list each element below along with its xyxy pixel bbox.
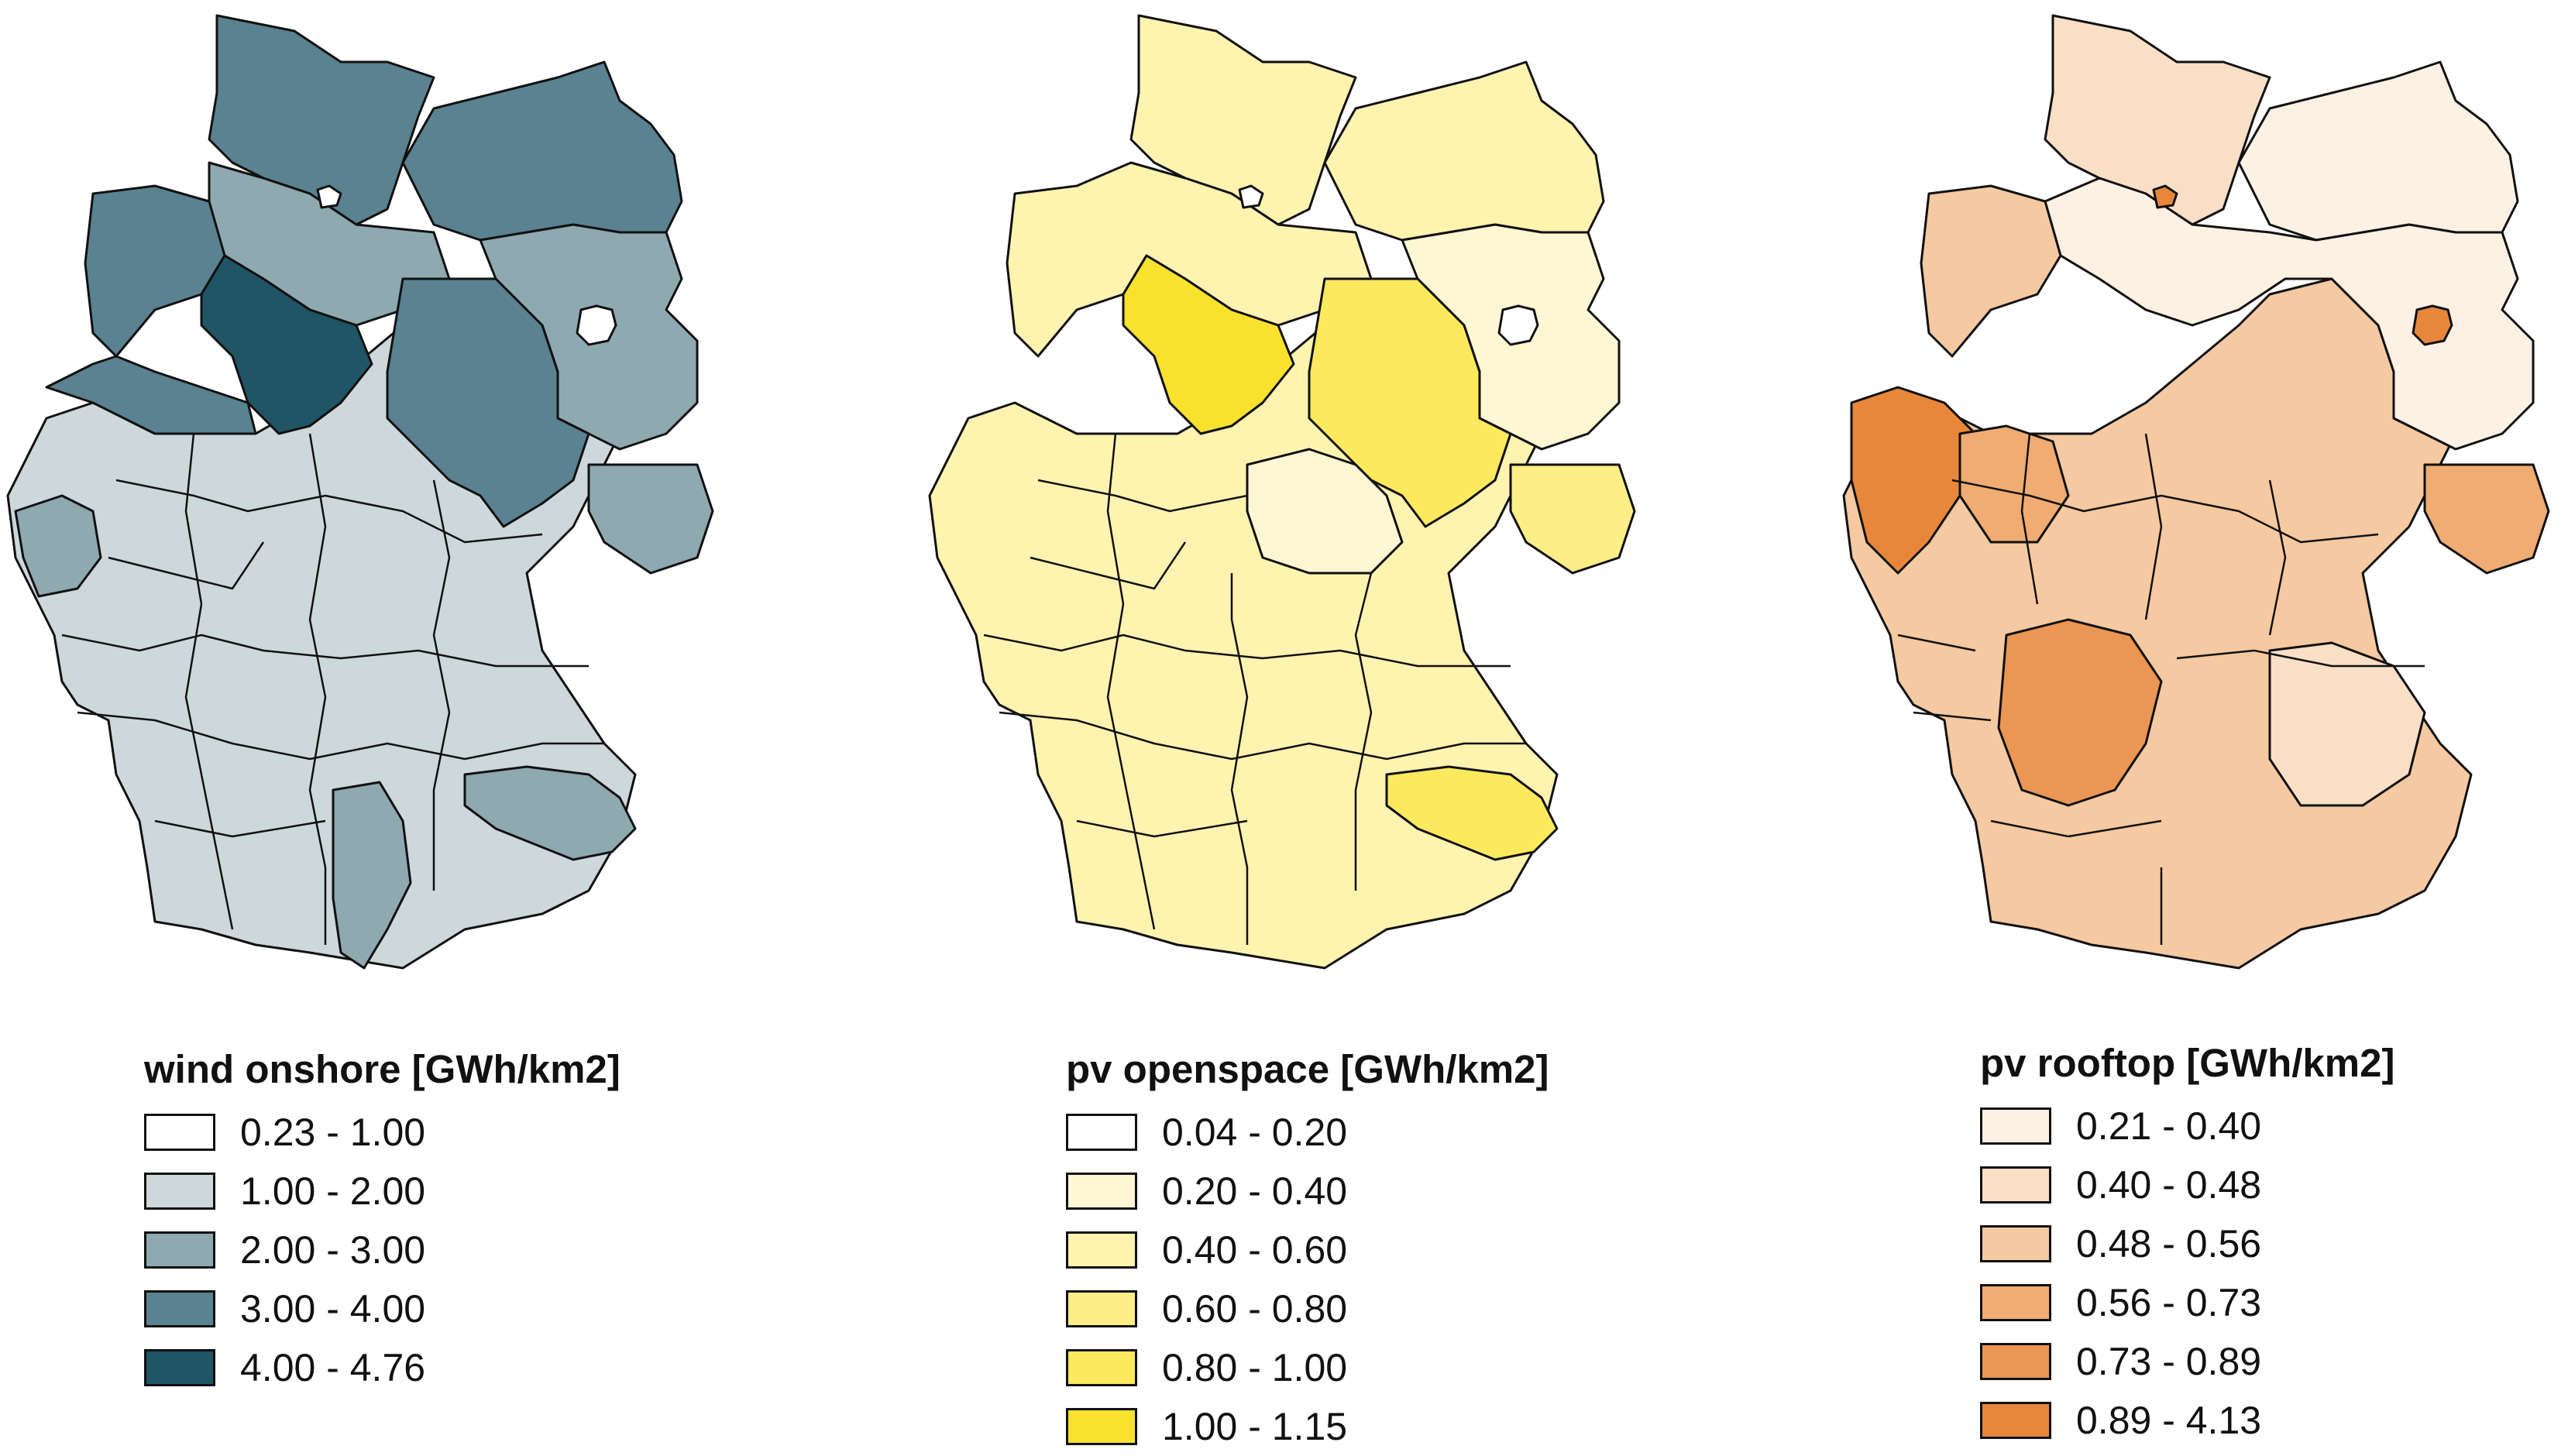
- legend-item: 0.40 - 0.48: [1980, 1156, 2394, 1214]
- legend-swatch: [1980, 1225, 2051, 1262]
- legend-item: 0.80 - 1.00: [1066, 1338, 1549, 1397]
- region-mecklenburg-vorpommern: [1323, 60, 1605, 242]
- legend-swatch: [1066, 1290, 1137, 1327]
- legend-label: 3.00 - 4.00: [240, 1287, 426, 1331]
- legend-swatch: [1066, 1349, 1137, 1386]
- legend-swatch: [1980, 1343, 2051, 1380]
- legend-label: 1.00 - 2.00: [240, 1169, 426, 1213]
- legend-swatch: [1980, 1107, 2051, 1145]
- legend-label: 2.00 - 3.00: [240, 1228, 426, 1272]
- legend-item: 2.00 - 3.00: [144, 1221, 621, 1279]
- region-baden-wuerttemberg: [1997, 618, 2163, 807]
- legend-label: 0.60 - 0.80: [1162, 1287, 1348, 1331]
- hamburg-hole: [316, 184, 342, 209]
- legend-item: 0.89 - 4.13: [1980, 1391, 2394, 1450]
- legend-swatch: [144, 1349, 215, 1386]
- region-saxony: [587, 463, 714, 575]
- legend-label: 4.00 - 4.76: [240, 1346, 426, 1389]
- legend-swatch: [1980, 1166, 2051, 1204]
- legend-label: 0.73 - 0.89: [2076, 1340, 2262, 1383]
- legend-swatch: [1066, 1173, 1137, 1210]
- legend-swatch: [1066, 1114, 1137, 1151]
- legend-swatch: [1980, 1402, 2051, 1439]
- legend-label: 0.21 - 0.40: [2076, 1104, 2262, 1148]
- region-nrw-west: [1850, 386, 1977, 575]
- legend-item: 1.00 - 1.15: [1066, 1397, 1549, 1456]
- region-central-germany: [1842, 277, 2473, 970]
- region-lower-saxony-center: [1122, 254, 1295, 435]
- legend-item: 0.20 - 0.40: [1066, 1162, 1549, 1221]
- region-lower-saxony-center: [200, 254, 373, 435]
- legend-title: pv rooftop [GWh/km2]: [1980, 1041, 2395, 1085]
- berlin-hole: [1497, 304, 1539, 346]
- hamburg-hole: [1238, 184, 1264, 209]
- legend-label: 0.23 - 1.00: [240, 1111, 426, 1154]
- legend-item: 0.21 - 0.40: [1980, 1097, 2394, 1156]
- legend-item: 0.40 - 0.60: [1066, 1221, 1549, 1279]
- legend-label: 0.40 - 0.48: [2076, 1163, 2262, 1207]
- region-bavaria-east: [463, 765, 637, 861]
- legend-item: 1.00 - 2.00: [144, 1162, 621, 1221]
- pv-rooftop-legend: pv rooftop [GWh/km2] 0.21 - 0.40 0.40 - …: [1980, 1041, 2394, 1450]
- pv-openspace-legend: pv openspace [GWh/km2] 0.04 - 0.20 0.20 …: [1066, 1047, 1549, 1456]
- legend-swatch: [144, 1290, 215, 1327]
- legend-swatch: [1066, 1408, 1137, 1445]
- region-lower-saxony: [1920, 184, 2062, 358]
- legend-label: 0.89 - 4.13: [2076, 1399, 2262, 1442]
- legend-label: 0.40 - 0.60: [1162, 1228, 1348, 1272]
- region-bavaria: [2268, 641, 2426, 807]
- region-mecklenburg-vorpommern: [2237, 60, 2519, 242]
- region-bavaria-east: [1385, 765, 1559, 861]
- legend-swatch: [144, 1114, 215, 1151]
- region-schleswig-holstein: [208, 14, 435, 226]
- legend-label: 1.00 - 1.15: [1162, 1405, 1348, 1448]
- region-nrw-east: [1958, 424, 2070, 544]
- legend-item: 0.04 - 0.20: [1066, 1103, 1549, 1162]
- pv-openspace-map: [928, 14, 1636, 970]
- region-schleswig-holstein: [2044, 14, 2271, 226]
- legend-item: 4.00 - 4.76: [144, 1338, 621, 1397]
- legend-label: 0.48 - 0.56: [2076, 1222, 2262, 1265]
- region-saxony-anhalt: [386, 277, 590, 528]
- region-weser-ems-coast: [84, 184, 226, 358]
- pv-rooftop-map: [1842, 14, 2550, 970]
- legend-item: 0.60 - 0.80: [1066, 1279, 1549, 1338]
- hamburg-region: [2152, 184, 2178, 209]
- wind-onshore-map: [6, 14, 714, 970]
- region-saxony-anhalt: [1308, 277, 1512, 528]
- legend-label: 0.80 - 1.00: [1162, 1346, 1348, 1389]
- legend-label: 0.20 - 0.40: [1162, 1169, 1348, 1213]
- legend-swatch: [1980, 1284, 2051, 1321]
- region-saxony: [2423, 463, 2550, 575]
- berlin-hole: [576, 304, 617, 346]
- berlin-region: [2412, 304, 2453, 346]
- legend-label: 0.04 - 0.20: [1162, 1111, 1348, 1154]
- legend-swatch: [1066, 1231, 1137, 1269]
- region-mecklenburg-vorpommern: [401, 60, 683, 242]
- region-rhineland: [14, 494, 102, 598]
- legend-swatch: [144, 1173, 215, 1210]
- legend-item: 0.48 - 0.56: [1980, 1214, 2394, 1273]
- region-saxony: [1509, 463, 1636, 575]
- legend-item: 0.56 - 0.73: [1980, 1273, 2394, 1332]
- legend-label: 0.56 - 0.73: [2076, 1281, 2262, 1324]
- legend-item: 3.00 - 4.00: [144, 1279, 621, 1338]
- region-bavaria-south: [332, 781, 412, 970]
- legend-title: wind onshore [GWh/km2]: [144, 1047, 621, 1091]
- region-schleswig-holstein: [1129, 14, 1357, 226]
- legend-swatch: [144, 1231, 215, 1269]
- legend-item: 0.23 - 1.00: [144, 1103, 621, 1162]
- legend-item: 0.73 - 0.89: [1980, 1332, 2394, 1391]
- region-brandenburg: [2044, 177, 2535, 451]
- wind-onshore-legend: wind onshore [GWh/km2] 0.23 - 1.00 1.00 …: [144, 1047, 621, 1397]
- legend-title: pv openspace [GWh/km2]: [1066, 1047, 1549, 1091]
- region-thuringia: [1246, 448, 1404, 575]
